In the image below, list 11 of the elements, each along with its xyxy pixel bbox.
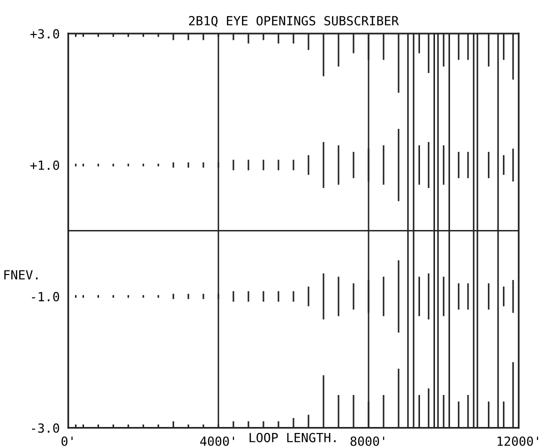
x-tick-label: 0' — [62, 436, 73, 446]
x-tick-label: 4000' — [200, 436, 234, 446]
chart-title: 2B1Q EYE OPENINGS SUBSCRIBER — [189, 16, 399, 27]
y-tick-label: +1.0 — [30, 160, 60, 170]
y-axis-title: FNEV. — [4, 270, 38, 280]
y-tick-label: -1.0 — [32, 292, 60, 302]
x-tick-label: 12000' — [498, 436, 538, 446]
y-tick-label: -3.0 — [32, 423, 60, 433]
x-axis-title: LOOP LENGTH. — [250, 432, 336, 442]
y-tick-label: +3.0 — [30, 29, 60, 39]
x-tick-label: 8000' — [350, 436, 384, 446]
